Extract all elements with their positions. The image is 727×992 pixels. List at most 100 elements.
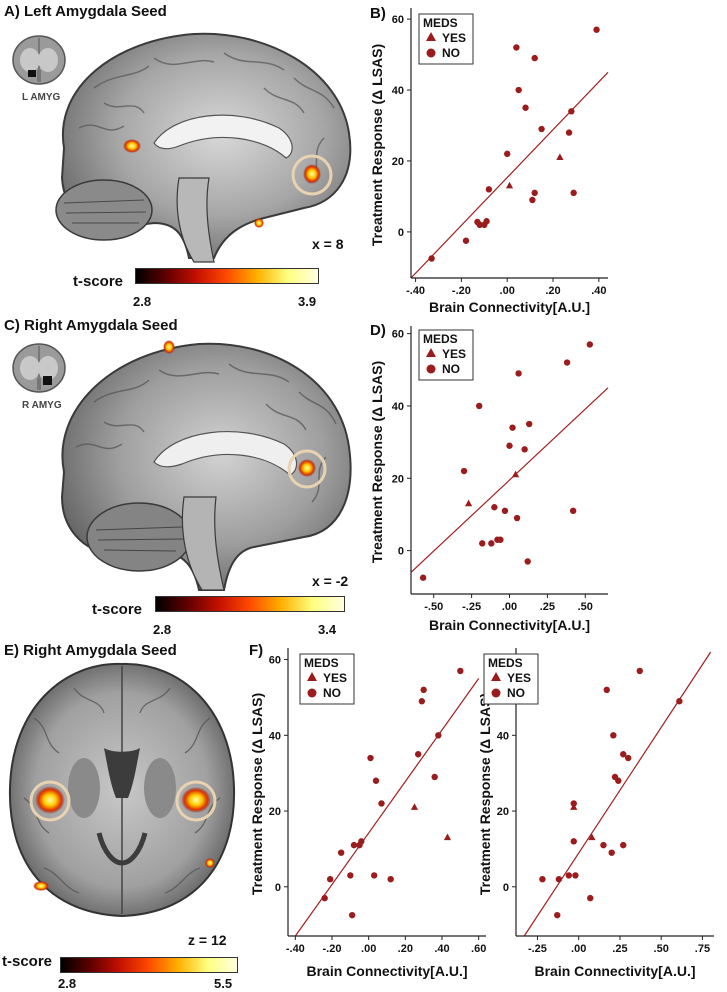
- data-point-no: [515, 86, 522, 94]
- legend-marker-no: [426, 364, 436, 374]
- data-point-no: [370, 872, 378, 879]
- data-point-yes: [410, 803, 419, 810]
- data-point-no: [457, 667, 464, 675]
- data-point-no: [420, 686, 427, 694]
- x-tick-label: .00: [500, 285, 515, 297]
- data-point-yes: [588, 833, 596, 841]
- x-tick-label: .40: [591, 285, 606, 297]
- data-point-no: [555, 876, 563, 883]
- x-tick-label: -.25: [528, 943, 547, 955]
- colorbar-title-a: t-score: [73, 273, 124, 290]
- data-point-no: [387, 876, 394, 883]
- data-point-yes: [464, 499, 473, 507]
- y-tick-label: 0: [398, 546, 404, 558]
- data-point-no: [428, 255, 435, 262]
- data-point-no: [600, 841, 607, 849]
- panel-f-label: F): [249, 642, 264, 659]
- data-point-no: [610, 732, 617, 739]
- data-point-no: [504, 150, 511, 158]
- data-point-no: [587, 894, 594, 902]
- colorbar-gradient-c: [155, 596, 345, 612]
- data-point-no: [347, 872, 354, 879]
- y-tick-label: 20: [392, 473, 404, 485]
- data-point-no: [538, 125, 545, 133]
- data-point-no: [348, 911, 356, 919]
- panel-c-label: C) Right Amygdala Seed: [4, 317, 178, 334]
- x-tick-label: .25: [612, 943, 627, 955]
- data-point-no: [524, 558, 531, 565]
- data-point-no: [563, 359, 571, 366]
- x-tick-label: .20: [398, 943, 413, 955]
- x-axis-label: Brain Connectivity[A.U.]: [534, 963, 695, 979]
- slice-coordinate-c: x = -2: [312, 573, 349, 589]
- legend-label-yes: YES: [442, 31, 466, 45]
- data-point-no: [513, 514, 521, 522]
- legend-label-yes: YES: [442, 347, 466, 361]
- x-axis-label: Brain Connectivity[A.U.]: [429, 299, 590, 315]
- y-tick-label: 40: [269, 730, 281, 742]
- legend-title: MEDS: [304, 656, 339, 670]
- scatter-chart-f-left: 0 20 40 60 -.40 -.20 .00 .20 .40 .60 Brain Connect…: [248, 636, 496, 988]
- x-tick-label: .00: [571, 943, 586, 955]
- scatter-svg-d: 0 20 40 60 -.50 -.25 .00 .25 .50 Brain Connectivi…: [369, 326, 609, 633]
- legend-marker-yes: [307, 672, 317, 681]
- slice-coordinate-e: z = 12: [188, 932, 227, 948]
- data-point-no: [565, 872, 572, 879]
- data-point-no: [676, 698, 683, 705]
- y-tick-label: 20: [269, 806, 281, 818]
- colorbar-gradient-e: [60, 957, 238, 973]
- data-point-no: [350, 841, 358, 849]
- legend-marker-no: [426, 48, 436, 58]
- x-tick-label: -.40: [286, 943, 305, 955]
- legend-title: MEDS: [423, 16, 458, 30]
- data-point-no: [608, 849, 615, 856]
- data-point-no: [326, 876, 334, 883]
- panel-b-label: B): [370, 5, 386, 22]
- data-point-no: [539, 876, 546, 883]
- data-point-no: [636, 667, 643, 675]
- legend-marker-yes: [426, 348, 436, 357]
- regression-line: [523, 651, 712, 937]
- panel-e-label: E) Right Amygdala Seed: [4, 642, 177, 659]
- x-tick-label: -.20: [323, 943, 342, 955]
- y-axis-label: Treatment Response (Δ LSAS): [369, 44, 385, 246]
- sagittal-brain-slice-c: [4, 332, 360, 592]
- colorbar-title-c: t-score: [92, 601, 143, 618]
- regression-line: [410, 71, 609, 279]
- colorbar-title-e: t-score: [2, 953, 53, 970]
- data-point-no: [476, 221, 483, 228]
- data-point-no: [526, 420, 533, 428]
- data-point-no: [569, 507, 577, 515]
- data-point-no: [501, 507, 509, 515]
- colorbar-max-c: 3.4: [318, 622, 337, 637]
- data-point-no: [515, 370, 522, 377]
- data-point-no: [378, 800, 385, 807]
- y-tick-label: 0: [503, 882, 509, 894]
- data-point-no: [367, 754, 374, 762]
- y-tick-label: 60: [392, 14, 404, 26]
- data-point-no: [506, 442, 513, 449]
- data-point-no: [321, 894, 328, 902]
- data-point-no: [431, 773, 438, 781]
- legend-marker-yes: [491, 672, 501, 681]
- y-tick-label: 40: [497, 730, 509, 742]
- regression-line: [294, 678, 480, 937]
- data-point-no: [462, 237, 470, 244]
- legend-label-no: NO: [442, 46, 460, 60]
- data-point-yes: [556, 153, 564, 161]
- scatter-chart-b: 0 20 40 60 -.40 -.20 .00 .20 .40 Brain Connectivi…: [368, 0, 630, 320]
- y-tick-label: 40: [392, 401, 404, 413]
- data-point-no: [479, 540, 486, 547]
- data-point-no: [568, 108, 575, 115]
- scatter-svg-f-left: 0 20 40 60 -.40 -.20 .00 .20 .40 .60 Brain Connect…: [249, 648, 486, 979]
- x-tick-label: .50: [654, 943, 669, 955]
- panel-d-label: D): [370, 322, 386, 339]
- x-tick-label: -.50: [424, 601, 443, 613]
- y-tick-label: 60: [392, 329, 404, 341]
- data-point-no: [615, 777, 622, 784]
- data-point-no: [475, 402, 483, 410]
- legend-label-no: NO: [323, 686, 341, 700]
- sagittal-brain-slice-a: [4, 18, 360, 264]
